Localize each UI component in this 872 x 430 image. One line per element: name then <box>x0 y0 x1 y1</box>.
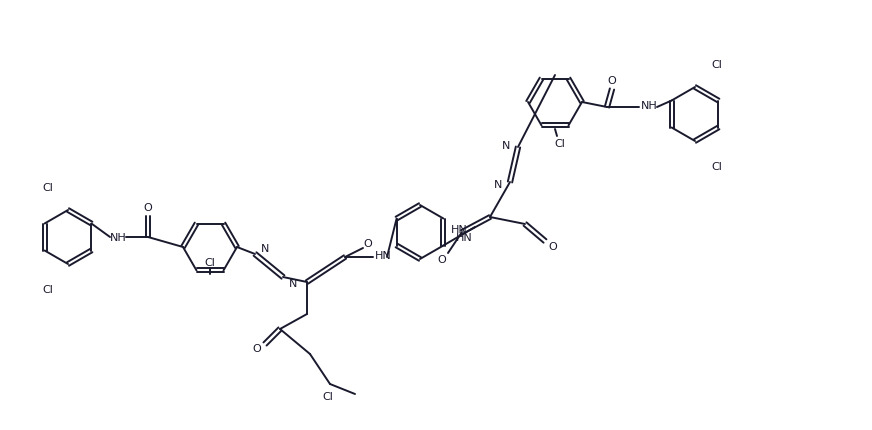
Text: HN: HN <box>455 233 472 243</box>
Text: HN: HN <box>375 250 392 261</box>
Text: Cl: Cl <box>323 391 333 401</box>
Text: N: N <box>501 141 510 150</box>
Text: O: O <box>438 255 446 264</box>
Text: Cl: Cl <box>43 183 53 193</box>
Text: N: N <box>261 243 269 253</box>
Text: Cl: Cl <box>712 162 722 172</box>
Text: Cl: Cl <box>712 60 722 70</box>
Text: Cl: Cl <box>205 258 215 267</box>
Text: O: O <box>548 241 557 252</box>
Text: N: N <box>289 278 297 289</box>
Text: Cl: Cl <box>43 284 53 294</box>
Text: NH: NH <box>641 101 657 111</box>
Text: O: O <box>144 203 153 212</box>
Text: O: O <box>364 239 372 249</box>
Text: Cl: Cl <box>555 139 565 149</box>
Text: N: N <box>494 180 502 190</box>
Text: NH: NH <box>110 233 126 243</box>
Text: HN: HN <box>451 224 468 234</box>
Text: O: O <box>608 76 617 86</box>
Text: O: O <box>253 343 262 353</box>
